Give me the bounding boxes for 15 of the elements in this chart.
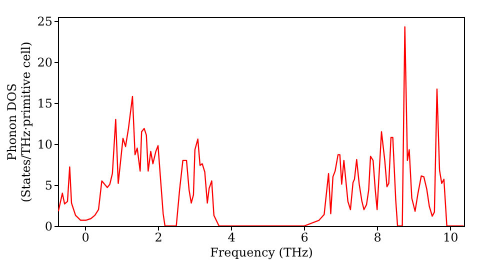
y-tick-label: 5 <box>44 178 52 193</box>
x-tick-label: 10 <box>442 230 458 244</box>
x-tick-label: 4 <box>228 230 236 244</box>
y-tick-label: 10 <box>37 138 52 152</box>
y-tick-label: 0 <box>44 220 52 234</box>
x-tick-label: 0 <box>82 230 90 244</box>
y-tick-label: 25 <box>37 14 52 29</box>
line-series <box>58 26 464 226</box>
y-tick-label: 15 <box>37 96 52 111</box>
x-tick-label: 8 <box>374 230 382 244</box>
x-axis-title: Frequency (THz) <box>210 246 313 260</box>
y-tick-label: 20 <box>37 56 52 70</box>
x-tick-label: 6 <box>300 230 308 244</box>
x-tick-label: 2 <box>154 230 162 244</box>
y-axis-title: Phonon DOS (States/THz·primitive cell) <box>5 42 34 202</box>
